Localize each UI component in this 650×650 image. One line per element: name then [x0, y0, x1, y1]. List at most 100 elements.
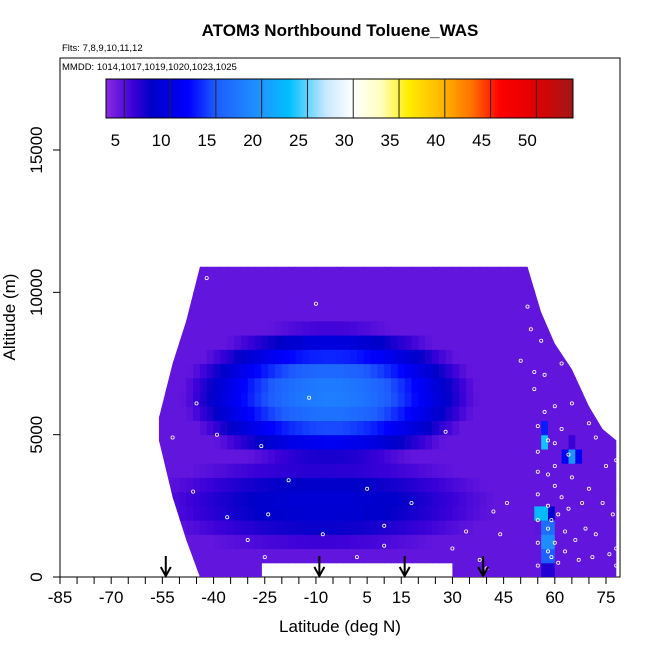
heatmap-cell: [363, 266, 372, 279]
heatmap-cell: [404, 477, 413, 493]
heatmap-cell: [602, 520, 610, 535]
heatmap-cell: [459, 292, 467, 308]
heatmap-cell: [452, 320, 460, 336]
heatmap-cell: [397, 534, 406, 550]
heatmap-cell: [588, 335, 597, 350]
heatmap-cell: [288, 377, 296, 393]
heatmap-cell: [548, 477, 556, 493]
heatmap-cell: [206, 448, 215, 464]
heatmap-cell: [486, 363, 494, 379]
heatmap-cell: [172, 392, 180, 407]
heatmap-cell: [582, 349, 590, 365]
heatmap-cell: [554, 363, 563, 379]
heatmap-cell: [227, 463, 235, 478]
colorbar-divisions: [123, 79, 537, 118]
x-tick-label: -10: [304, 588, 329, 607]
heatmap-cell: [172, 320, 180, 336]
heatmap-cell: [513, 392, 522, 407]
heatmap-cell: [234, 335, 242, 350]
heatmap-cell: [247, 349, 256, 365]
heatmap-cell: [234, 463, 242, 478]
heatmap-cell: [391, 505, 399, 521]
heatmap-cell: [234, 434, 242, 450]
heatmap-cell: [595, 292, 604, 308]
heatmap-cell: [452, 363, 460, 379]
sample-point: [214, 432, 219, 437]
x-tick-label: -70: [99, 588, 124, 607]
heatmap-cell: [247, 335, 256, 350]
heatmap-cell: [438, 377, 447, 393]
heatmap-cell: [158, 306, 160, 322]
heatmap-cell: [165, 335, 174, 350]
heatmap-cell: [609, 306, 617, 322]
heatmap-cell: [575, 335, 583, 350]
heatmap-cell: [199, 306, 208, 322]
heatmap-cell: [268, 548, 276, 564]
heatmap-cell: [288, 505, 296, 521]
heatmap-cell: [261, 363, 269, 379]
heatmap-cell: [418, 534, 426, 550]
heatmap-cell: [261, 434, 269, 450]
heatmap-cell: [411, 491, 419, 507]
heatmap-cell: [172, 406, 180, 421]
heatmap-cell: [418, 505, 426, 521]
heatmap-cell: [588, 406, 597, 421]
heatmap-cell: [186, 406, 194, 421]
heatmap-cell: [609, 363, 617, 379]
heatmap-cell: [527, 463, 535, 478]
sample-point: [532, 387, 537, 392]
heatmap-cell: [588, 320, 597, 336]
heatmap-cell: [179, 448, 187, 464]
heatmap-cell: [356, 505, 365, 521]
sample-point: [535, 449, 540, 454]
heatmap-cell: [322, 335, 331, 350]
heatmap-cell: [432, 406, 440, 421]
heatmap-cell: [343, 463, 351, 478]
heatmap-cell: [541, 477, 549, 493]
sample-point: [532, 369, 537, 374]
heatmap-cell: [404, 491, 413, 507]
heatmap-cell: [199, 266, 208, 279]
heatmap-cell: [507, 434, 515, 450]
heatmap-cell: [309, 420, 317, 436]
heatmap-cell: [268, 505, 276, 521]
heatmap-cell: [452, 406, 460, 421]
heatmap-cell: [404, 349, 413, 365]
heatmap-cell: [240, 335, 249, 350]
heatmap-cell: [356, 320, 365, 336]
sample-point: [552, 404, 557, 409]
heatmap-cell: [404, 306, 413, 322]
heatmap-cell: [582, 505, 590, 521]
heatmap-cell: [595, 266, 604, 279]
colorbar-tick-label: 5: [111, 131, 120, 150]
heatmap-cell: [411, 278, 419, 293]
heatmap-cell: [397, 520, 406, 535]
heatmap-cell: [472, 266, 481, 279]
heatmap-cell: [343, 505, 351, 521]
heatmap-cell: [159, 363, 167, 379]
heatmap-cell: [575, 548, 583, 564]
heatmap-cell: [575, 278, 583, 293]
heatmap-cell: [275, 278, 283, 293]
heatmap-cell: [220, 420, 228, 436]
heatmap-cell: [445, 477, 453, 493]
heatmap-cell: [268, 534, 276, 550]
heatmap-cell: [206, 363, 215, 379]
heatmap-cell: [438, 363, 447, 379]
heatmap-cell: [575, 406, 583, 421]
heatmap-cell: [554, 434, 563, 450]
heatmap-cell: [479, 363, 488, 379]
heatmap-cell: [227, 505, 235, 521]
heatmap-cell: [507, 349, 515, 365]
heatmap-cell: [418, 548, 426, 564]
heatmap-cell: [493, 335, 501, 350]
heatmap-cell: [281, 477, 290, 493]
heatmap-cell: [445, 278, 453, 293]
heatmap-cell: [240, 320, 249, 336]
heatmap-cell: [165, 377, 174, 393]
heatmap-cell: [438, 434, 447, 450]
heatmap-cell: [227, 306, 235, 322]
heatmap-cell: [356, 534, 365, 550]
heatmap-cell: [179, 278, 187, 293]
heatmap-cell: [425, 292, 433, 308]
